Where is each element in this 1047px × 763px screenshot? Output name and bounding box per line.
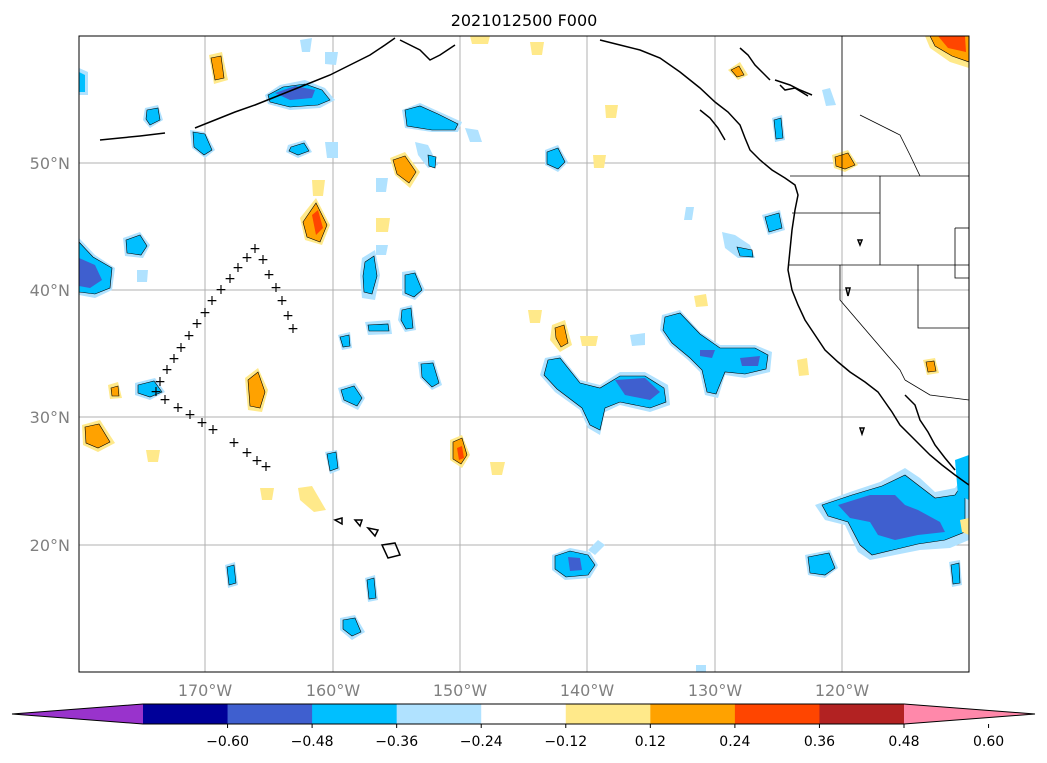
colorbar-tick-label: −0.60 [206, 734, 249, 750]
plus-marker: + [287, 321, 299, 337]
colorbar-segment [312, 704, 398, 724]
map-content: + + + + + + + + + + + + + + + + + + + + … [79, 36, 969, 672]
plus-marker: + [276, 293, 288, 309]
negative-anomaly-regions [79, 38, 969, 672]
coastline-aleutians [99, 132, 166, 141]
coastline-north-america [599, 39, 969, 486]
colorbar-tick-label: −0.36 [375, 734, 418, 750]
plus-marker: + [199, 305, 211, 321]
colorbar-tick-label: −0.24 [460, 734, 503, 750]
lat-label: 20°N [30, 536, 70, 555]
plus-marker: + [263, 267, 275, 283]
colorbar-tick-label: 0.12 [635, 734, 666, 750]
colorbar-extend-high [904, 704, 1035, 724]
plus-marker: + [183, 328, 195, 344]
colorbar-tick-label: 0.48 [888, 734, 919, 750]
map-border [78, 35, 970, 673]
lon-label: 120°W [815, 681, 870, 700]
plus-marker: + [249, 241, 261, 257]
colorbar-tick-label: 0.36 [804, 734, 835, 750]
plus-marker: + [224, 271, 236, 287]
longitude-labels: 170°W 160°W 150°W 140°W 130°W 120°W [178, 681, 870, 700]
marker-track: + + + + + + + + + + + + + + + + + + + + … [150, 241, 299, 475]
lat-label: 50°N [30, 154, 70, 173]
plus-marker: + [161, 362, 173, 378]
plus-marker: + [159, 392, 171, 408]
colorbar-segment [650, 704, 736, 724]
lon-label: 140°W [560, 681, 615, 700]
plus-marker: + [206, 293, 218, 309]
plus-marker: + [260, 459, 272, 475]
plus-marker: + [207, 422, 219, 438]
colorbar-tick-label: −0.48 [291, 734, 334, 750]
latitude-labels: 50°N 40°N 30°N 20°N [30, 154, 70, 555]
colorbar-segment [565, 704, 651, 724]
colorbar-segment [734, 704, 820, 724]
plus-marker: + [172, 400, 184, 416]
lon-label: 160°W [306, 681, 361, 700]
colorbar-segment [143, 704, 229, 724]
colorbar-segment [396, 704, 482, 724]
plus-marker: + [154, 374, 166, 390]
colorbar-segment [481, 704, 567, 724]
lat-label: 30°N [30, 408, 70, 427]
colorbar-tick-label: 0.24 [719, 734, 750, 750]
colorbar-extend-low [12, 704, 143, 724]
colorbar: −0.60 −0.48 −0.36 −0.24 −0.12 0.12 0.24 0.36 0.4… [11, 703, 1036, 750]
plus-marker: + [175, 340, 187, 356]
plus-marker: + [215, 282, 227, 298]
plus-marker: + [150, 384, 162, 400]
plus-marker: + [257, 252, 269, 268]
colorbar-tick-label: 0.60 [973, 734, 1004, 750]
political-borders [788, 36, 969, 401]
map-title: 2021012500 F000 [451, 11, 598, 30]
plus-marker: + [241, 445, 253, 461]
plus-marker: + [282, 308, 294, 324]
plus-marker: + [191, 316, 203, 332]
coastline-hawaii [333, 517, 343, 526]
plus-marker: + [228, 435, 240, 451]
lat-label: 40°N [30, 281, 70, 300]
lon-label: 170°W [178, 681, 233, 700]
coastlines [99, 37, 969, 559]
plus-marker: + [196, 415, 208, 431]
colorbar-tick-label: −0.12 [544, 734, 587, 750]
plus-marker: + [270, 280, 282, 296]
lon-label: 150°W [433, 681, 488, 700]
plus-marker: + [184, 407, 196, 423]
colorbar-segment [819, 704, 905, 724]
plus-marker: + [168, 351, 180, 367]
positive-anomaly-regions [82, 36, 969, 535]
colorbar-segment [227, 704, 313, 724]
map-area [79, 36, 969, 672]
plus-marker: + [241, 250, 253, 266]
plus-marker: + [232, 260, 244, 276]
plus-marker: + [251, 453, 263, 469]
colorbar-outline [11, 703, 1036, 725]
lon-label: 130°W [688, 681, 743, 700]
